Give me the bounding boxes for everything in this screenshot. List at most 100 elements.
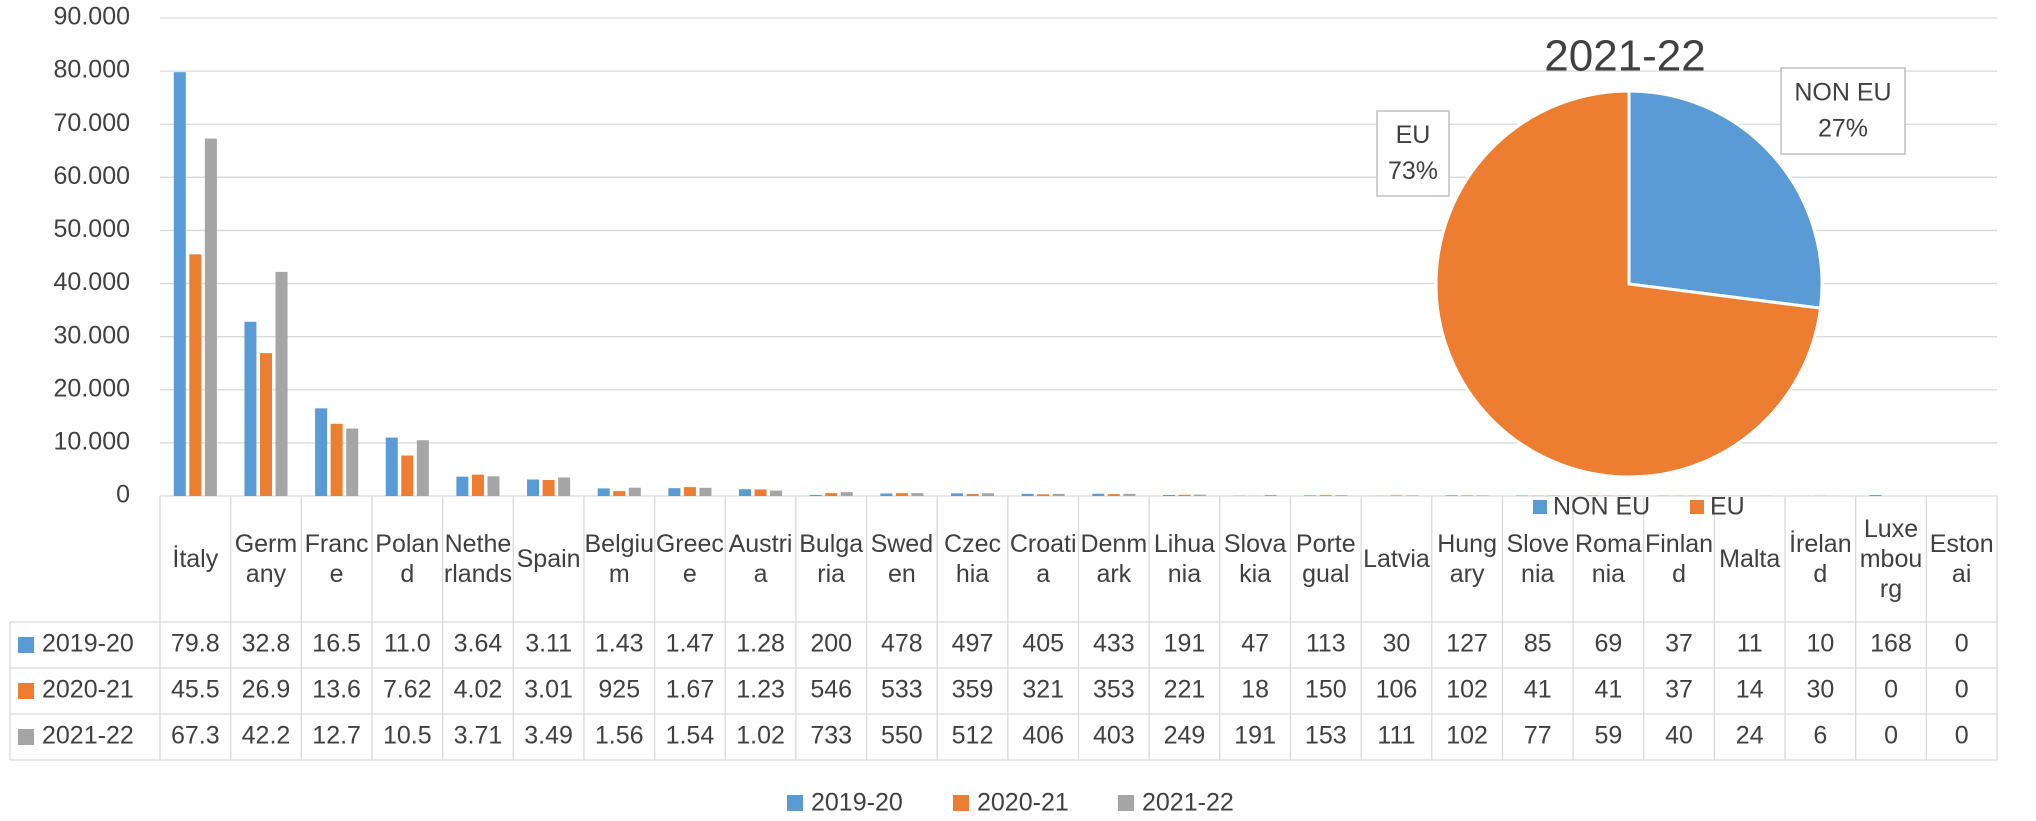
- category-cell: Hungary: [1437, 530, 1497, 588]
- y-tick-label: 10.000: [54, 427, 130, 455]
- data-label: 13.6: [312, 676, 361, 704]
- bar: [699, 487, 712, 496]
- data-label: 7.62: [383, 676, 432, 704]
- data-label: 0: [1884, 676, 1898, 704]
- legend-label: NON EU: [1553, 493, 1650, 521]
- bar: [487, 476, 500, 496]
- category-cell: Netherlands: [444, 530, 512, 588]
- category-cell: İreland: [1789, 530, 1852, 588]
- bar: [542, 480, 555, 496]
- pie-label-value: 73%: [1388, 157, 1438, 185]
- x-tick-label: Estonai: [1929, 530, 1994, 588]
- x-tick-label: Slovenia: [1506, 530, 1570, 588]
- bar: [527, 479, 540, 496]
- data-label: 6: [1813, 722, 1827, 750]
- data-label: 3.49: [524, 722, 573, 750]
- pie-slice: [1434, 89, 1823, 479]
- data-label: 45.5: [171, 676, 220, 704]
- x-tick-label: Poland: [375, 530, 440, 588]
- x-tick-label: Finland: [1644, 530, 1714, 588]
- bar: [809, 494, 822, 496]
- data-label: 111: [1377, 722, 1415, 750]
- bar: [1319, 495, 1332, 496]
- bar: [1304, 495, 1317, 496]
- pie-label-name: EU: [1396, 121, 1431, 149]
- bar: [1390, 495, 1403, 496]
- legend-key: [18, 637, 34, 653]
- category-cell: Lihuania: [1154, 530, 1215, 588]
- data-label: 40: [1665, 722, 1693, 750]
- legend-label: EU: [1710, 493, 1745, 521]
- data-label: 102: [1446, 676, 1488, 704]
- bar: [275, 271, 288, 496]
- category-cell: Latvia: [1363, 545, 1430, 573]
- data-label: 14: [1736, 676, 1764, 704]
- bar: [825, 493, 838, 496]
- callout-box: [1376, 110, 1450, 197]
- data-label: 41: [1594, 676, 1622, 704]
- data-label: 3.01: [524, 676, 573, 704]
- data-label: 359: [952, 676, 994, 704]
- bar: [628, 487, 641, 496]
- bar: [1052, 493, 1065, 496]
- data-label: 37: [1665, 630, 1693, 658]
- y-tick-label: 0: [116, 481, 130, 509]
- bar: [330, 423, 343, 496]
- x-tick-label: Austria: [728, 530, 793, 588]
- bar: [1178, 494, 1191, 496]
- x-tick-label: Portegual: [1295, 530, 1356, 588]
- x-tick-label: Croatia: [1009, 530, 1077, 588]
- data-label: 321: [1022, 676, 1064, 704]
- data-label: 546: [810, 676, 852, 704]
- data-label: 77: [1524, 722, 1552, 750]
- y-tick-label: 20.000: [54, 374, 130, 402]
- category-cell: Bulgaria: [799, 530, 863, 588]
- bar: [1194, 494, 1207, 496]
- x-tick-label: Sweden: [870, 530, 934, 588]
- series-label: 2020-21: [42, 676, 134, 704]
- data-label: 4.02: [454, 676, 503, 704]
- bar: [1476, 495, 1489, 496]
- bar: [950, 493, 963, 496]
- x-tick-label: Malta: [1719, 545, 1781, 573]
- bar: [1405, 495, 1418, 496]
- data-label: 406: [1022, 722, 1064, 750]
- data-label: 42.2: [242, 722, 291, 750]
- data-label: 733: [810, 722, 852, 750]
- bar: [1264, 494, 1277, 496]
- bar: [385, 437, 398, 496]
- bar: [416, 440, 429, 496]
- y-tick-label: 80.000: [54, 56, 130, 84]
- legend-label: 2020-21: [977, 789, 1069, 817]
- data-label: 1.23: [736, 676, 785, 704]
- legend-key: [1533, 500, 1547, 514]
- bar: [1107, 494, 1120, 496]
- bar: [1092, 493, 1105, 496]
- data-label: 85: [1524, 630, 1552, 658]
- category-cell: Czechia: [944, 530, 1001, 588]
- bar: [739, 489, 752, 496]
- bar: [1021, 493, 1034, 496]
- bar: [244, 321, 257, 496]
- bar: [597, 488, 610, 496]
- data-label: 10: [1806, 630, 1834, 658]
- x-tick-label: Germany: [234, 530, 298, 588]
- series-label: 2019-20: [42, 630, 134, 658]
- bar: [346, 428, 359, 496]
- bar: [840, 492, 853, 496]
- data-label: 0: [1955, 676, 1969, 704]
- legend-key: [18, 729, 34, 745]
- data-label: 18: [1241, 676, 1269, 704]
- category-cell: Spain: [517, 545, 581, 573]
- data-label: 191: [1234, 722, 1276, 750]
- data-label: 11: [1737, 630, 1763, 658]
- data-label: 79.8: [171, 630, 220, 658]
- bar: [1162, 494, 1175, 496]
- x-tick-label: Slovakia: [1223, 530, 1287, 588]
- x-tick-label: Luxembourg: [1859, 515, 1923, 603]
- data-label: 69: [1594, 630, 1622, 658]
- bar: [911, 493, 924, 496]
- data-label: 113: [1306, 630, 1346, 658]
- data-label: 512: [952, 722, 994, 750]
